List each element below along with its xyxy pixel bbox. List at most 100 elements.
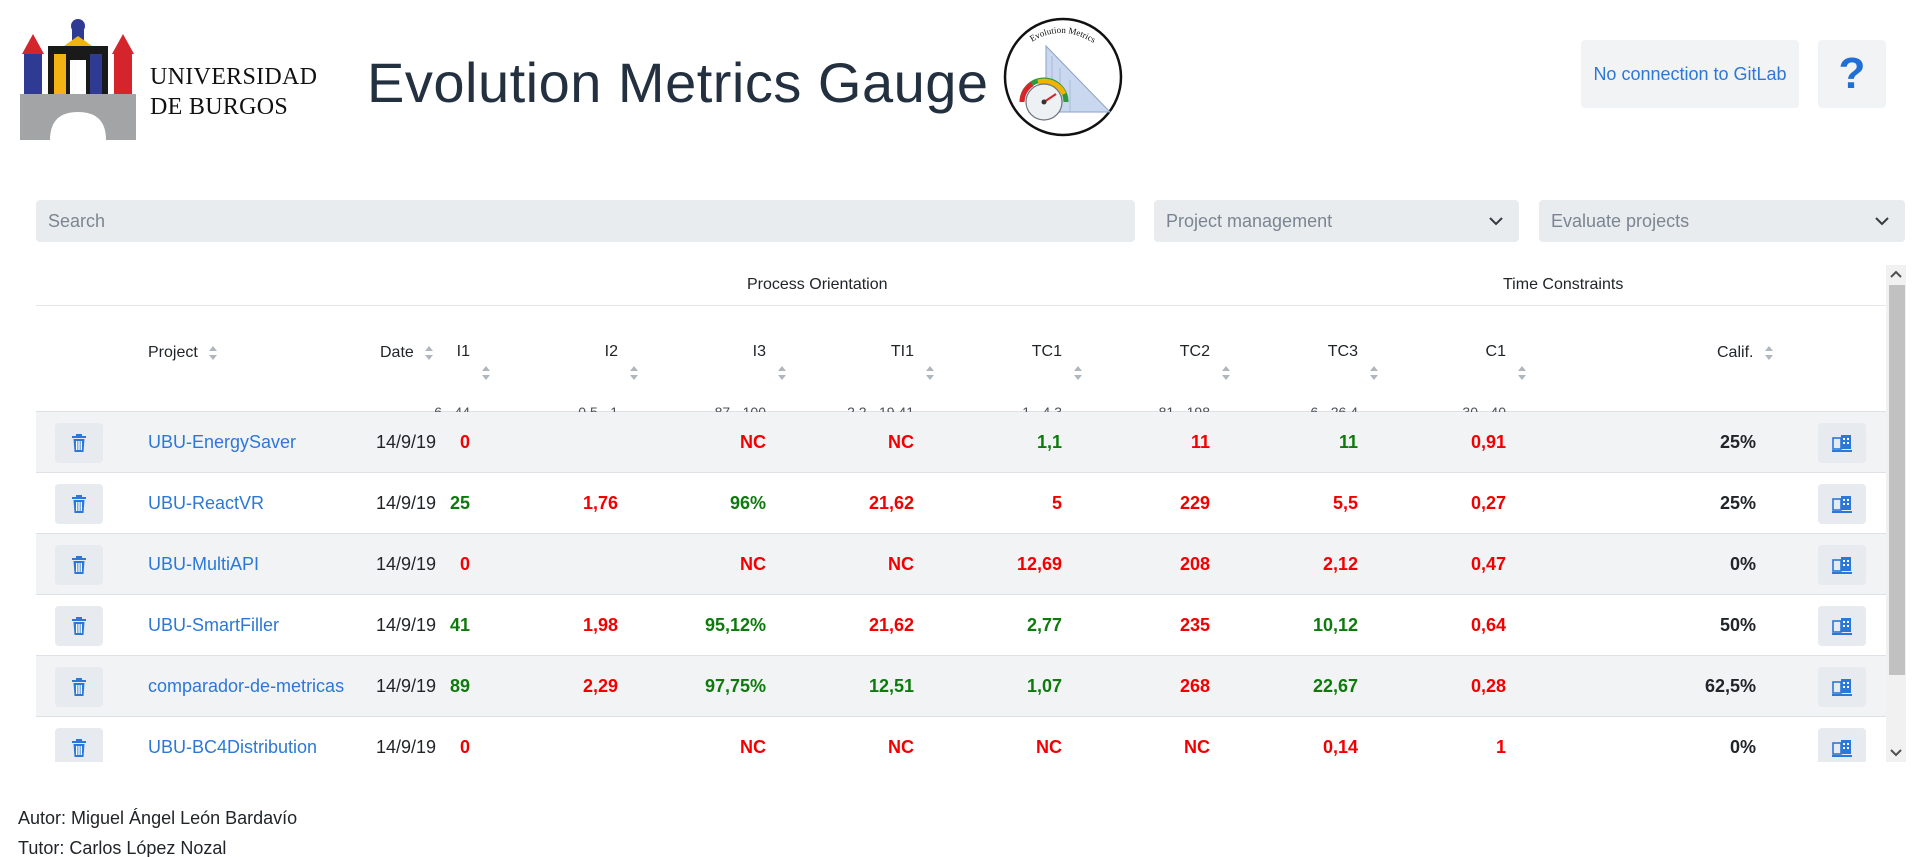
column-header-i2[interactable]: I2 — [604, 343, 618, 360]
sort-icon[interactable] — [925, 365, 935, 381]
column-header-c1[interactable]: C1 — [1485, 343, 1506, 360]
sort-icon[interactable] — [1369, 365, 1379, 381]
metric-value-ti1: 12,51 — [868, 676, 914, 696]
metric-value-i3: 95,12% — [704, 615, 766, 635]
page-title: Evolution Metrics Gauge — [367, 51, 989, 114]
compare-project-button[interactable] — [1818, 667, 1866, 707]
project-link[interactable]: UBU-ReactVR — [148, 493, 265, 513]
table-row: UBU-SmartFiller 14/9/19 41 1,98 95,12% 21,62 2… — [36, 595, 1886, 656]
metric-value-tc3: 2,12 — [1322, 554, 1358, 574]
university-name-line2: DE BURGOS — [150, 94, 289, 120]
scroll-down-icon[interactable] — [1886, 744, 1906, 762]
footer-tutor: Tutor: Carlos López Nozal — [18, 838, 227, 857]
metric-value-tc2: 11 — [1190, 432, 1210, 452]
metric-value-tc3: 11 — [1338, 432, 1358, 452]
group-time-constraints: Time Constraints — [1503, 276, 1624, 293]
column-header-ti1[interactable]: TI1 — [890, 343, 914, 360]
evaluate-projects-select[interactable]: Evaluate projects — [1539, 200, 1905, 242]
delete-project-button[interactable] — [55, 423, 103, 463]
metric-value-i3: NC — [740, 554, 766, 574]
scrollbar-thumb[interactable] — [1889, 285, 1905, 675]
compare-project-button[interactable] — [1818, 423, 1866, 463]
page-footer: Autor: Miguel Ángel León Bardavío Tutor:… — [18, 803, 297, 857]
compare-project-button[interactable] — [1818, 606, 1866, 646]
sort-icon[interactable] — [1073, 365, 1083, 381]
compare-icon — [1832, 618, 1852, 635]
sort-icon — [209, 345, 218, 360]
metric-value-tc3: 0,14 — [1322, 737, 1358, 757]
delete-project-button[interactable] — [55, 545, 103, 585]
metric-value-tc3: 22,67 — [1312, 676, 1358, 696]
project-management-select[interactable]: Project management — [1154, 200, 1519, 242]
metric-value-i2: 1,76 — [582, 493, 618, 513]
gauge-logo-icon: Evolution Metrics Gauge — [1002, 16, 1123, 137]
compare-project-button[interactable] — [1818, 484, 1866, 524]
compare-icon — [1832, 740, 1852, 757]
delete-project-button[interactable] — [55, 606, 103, 646]
delete-project-button[interactable] — [55, 667, 103, 707]
metric-value-tc3: 10,12 — [1312, 615, 1358, 635]
university-name: UNIVERSIDAD DE BURGOS — [150, 62, 317, 122]
compare-project-button[interactable] — [1818, 545, 1866, 585]
project-link[interactable]: UBU-MultiAPI — [148, 554, 260, 574]
metric-value-i1: 0 — [459, 554, 470, 574]
project-date: 14/9/19 — [376, 554, 437, 574]
compare-icon — [1832, 557, 1852, 574]
metric-value-ti1: NC — [888, 432, 914, 452]
sort-icon[interactable] — [777, 365, 787, 381]
compare-project-button[interactable] — [1818, 728, 1866, 762]
column-header-tc2[interactable]: TC2 — [1179, 343, 1210, 360]
metric-value-tc2: 235 — [1179, 615, 1210, 635]
column-header-calif[interactable]: Calif. — [1717, 344, 1774, 362]
project-date: 14/9/19 — [376, 432, 437, 452]
sort-icon[interactable] — [629, 365, 639, 381]
compare-icon — [1832, 435, 1852, 452]
calification-value: 50% — [1719, 615, 1756, 635]
column-header-i1[interactable]: I1 — [456, 343, 470, 360]
metric-value-ti1: NC — [888, 737, 914, 757]
column-header-i3[interactable]: I3 — [752, 343, 766, 360]
project-link[interactable]: UBU-SmartFiller — [148, 615, 280, 635]
metric-value-tc3: 5,5 — [1332, 493, 1358, 513]
evaluate-projects-select-label: Evaluate projects — [1551, 210, 1690, 231]
metric-value-c1: 0,91 — [1470, 432, 1506, 452]
table-row: comparador-de-metricas 14/9/19 89 2,29 97,75… — [36, 656, 1886, 717]
column-header-date-label: Date — [380, 344, 414, 361]
scroll-up-icon[interactable] — [1886, 265, 1906, 283]
compare-icon — [1832, 496, 1852, 513]
column-header-tc3[interactable]: TC3 — [1327, 343, 1358, 360]
metric-value-i1: 0 — [459, 737, 470, 757]
metric-value-c1: 0,28 — [1470, 676, 1506, 696]
trash-icon — [72, 495, 86, 513]
app-header: UNIVERSIDAD DE BURGOS Evolution Metrics … — [0, 0, 1920, 160]
trash-icon — [72, 556, 86, 574]
table-group-header: Process Orientation Time Constraints — [36, 265, 1886, 306]
metric-value-ti1: NC — [888, 554, 914, 574]
help-button[interactable]: ? — [1818, 40, 1886, 108]
table-scrollbar[interactable] — [1886, 265, 1906, 762]
project-date: 14/9/19 — [376, 493, 437, 513]
metric-value-tc1: 1,07 — [1026, 676, 1062, 696]
metric-value-i2: 1,98 — [582, 615, 618, 635]
sort-icon[interactable] — [481, 365, 491, 381]
compare-icon — [1832, 679, 1852, 696]
gitlab-connection-button[interactable]: No connection to GitLab — [1581, 40, 1799, 108]
university-name-line1: UNIVERSIDAD — [150, 64, 318, 90]
metric-value-i1: 0 — [459, 432, 470, 452]
calification-value: 25% — [1719, 493, 1756, 513]
project-date: 14/9/19 — [376, 615, 437, 635]
column-header-date[interactable]: Date — [380, 344, 434, 362]
sort-icon[interactable] — [1221, 365, 1231, 381]
delete-project-button[interactable] — [55, 484, 103, 524]
project-link[interactable]: UBU-EnergySaver — [148, 432, 297, 452]
search-input[interactable] — [36, 200, 1135, 242]
column-header-tc1[interactable]: TC1 — [1031, 343, 1062, 360]
table-column-header: Project Date I16 - 44I20,5 - 1I387 - 100… — [36, 306, 1886, 420]
delete-project-button[interactable] — [55, 728, 103, 762]
project-link[interactable]: UBU-BC4Distribution — [148, 737, 318, 757]
project-link[interactable]: comparador-de-metricas — [148, 676, 345, 696]
sort-icon[interactable] — [1517, 365, 1527, 381]
column-header-project[interactable]: Project — [148, 344, 218, 362]
metric-value-i1: 25 — [449, 493, 470, 513]
metric-value-i3: NC — [740, 432, 766, 452]
